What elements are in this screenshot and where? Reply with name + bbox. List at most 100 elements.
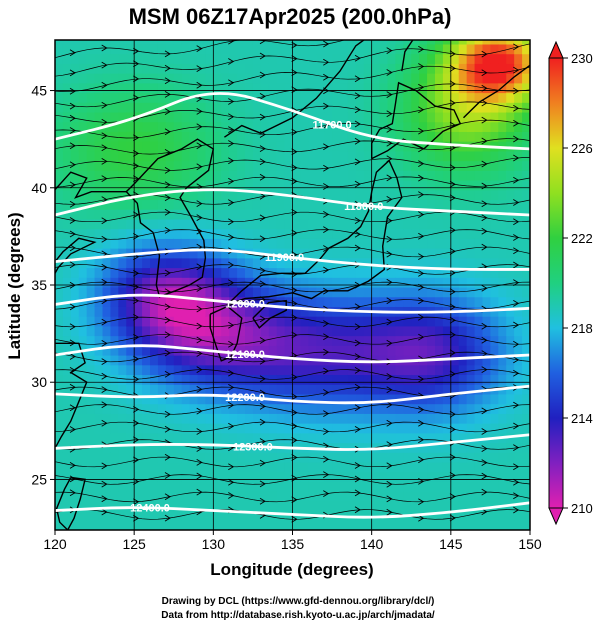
field-cell: [126, 432, 135, 444]
field-cell: [514, 40, 523, 45]
wind-arrow: [513, 506, 520, 514]
field-cell: [419, 296, 428, 307]
wind-arrow: [354, 137, 361, 145]
field-cell: [142, 296, 151, 307]
field-cell: [118, 141, 127, 152]
field-cell: [173, 384, 183, 395]
field-cell: [371, 296, 381, 307]
field-cell: [62, 316, 72, 327]
field-cell: [506, 267, 515, 278]
field-cell: [355, 413, 365, 424]
field-cell: [324, 40, 333, 45]
wind-arrow: [196, 200, 203, 207]
field-cell: [450, 111, 460, 123]
field-cell: [363, 73, 373, 84]
field-cell: [308, 43, 317, 55]
field-cell: [284, 374, 294, 385]
field-cell: [237, 248, 246, 259]
field-cell: [435, 170, 444, 181]
field-cell: [205, 180, 214, 191]
wind-arrow: [196, 459, 203, 466]
field-cell: [126, 316, 135, 327]
field-cell: [165, 384, 175, 395]
field-cell: [506, 510, 515, 521]
field-cell: [403, 238, 412, 249]
field-cell: [482, 491, 492, 502]
wind-arrow: [323, 455, 330, 463]
field-cell: [316, 286, 325, 298]
field-cell: [173, 267, 183, 278]
field-cell: [94, 393, 104, 405]
field-cell: [173, 228, 183, 239]
field-cell: [506, 393, 515, 405]
field-cell: [173, 500, 183, 512]
wind-arrow: [323, 73, 330, 81]
field-cell: [134, 257, 143, 269]
field-cell: [482, 325, 492, 337]
field-cell: [466, 131, 476, 142]
field-cell: [221, 189, 230, 201]
field-cell: [134, 471, 143, 482]
field-cell: [474, 461, 484, 473]
field-cell: [332, 82, 341, 94]
field-cell: [371, 286, 381, 298]
field-cell: [181, 286, 191, 298]
field-cell: [347, 73, 357, 84]
field-cell: [419, 102, 428, 113]
field-cell: [522, 355, 530, 366]
field-cell: [300, 170, 309, 181]
field-cell: [157, 345, 167, 356]
field-cell: [102, 316, 112, 327]
contour-label: 12400.0: [130, 502, 170, 514]
field-cell: [165, 471, 175, 482]
wind-arrow: [354, 230, 361, 238]
field-cell: [490, 63, 499, 74]
field-cell: [474, 481, 484, 492]
wind-arrow: [323, 58, 330, 66]
field-cell: [110, 189, 119, 201]
field-cell: [355, 121, 365, 132]
field-cell: [419, 141, 428, 152]
field-cell: [229, 199, 238, 210]
wind-arrow: [418, 436, 425, 444]
field-cell: [55, 170, 64, 181]
field-cell: [189, 393, 199, 405]
field-cell: [514, 500, 523, 512]
field-cell: [229, 423, 238, 434]
field-cell: [316, 228, 325, 239]
field-cell: [403, 296, 412, 307]
field-cell: [371, 238, 381, 249]
field-cell: [62, 452, 72, 463]
field-cell: [134, 150, 143, 162]
field-cell: [157, 189, 167, 201]
field-cell: [157, 442, 167, 453]
field-cell: [252, 481, 262, 492]
field-cell: [355, 141, 365, 152]
field-cell: [252, 111, 262, 123]
wind-arrow: [196, 142, 203, 150]
field-cell: [102, 355, 112, 366]
field-cell: [110, 238, 119, 249]
field-cell: [173, 471, 183, 482]
x-axis-label: Longitude (degrees): [210, 560, 373, 579]
field-cell: [86, 325, 96, 337]
field-cell: [150, 160, 159, 171]
field-cell: [165, 218, 175, 230]
field-cell: [110, 442, 119, 453]
field-cell: [260, 461, 270, 473]
field-cell: [70, 452, 80, 463]
field-cell: [324, 82, 333, 94]
field-cell: [363, 277, 373, 288]
field-cell: [514, 63, 523, 74]
wind-arrow: [354, 75, 361, 83]
field-cell: [514, 452, 523, 463]
field-cell: [134, 316, 143, 327]
wind-arrow: [69, 323, 76, 331]
field-cell: [419, 481, 428, 492]
field-cell: [213, 111, 222, 123]
field-cell: [371, 325, 381, 337]
field-cell: [181, 199, 191, 210]
field-cell: [490, 43, 499, 55]
wind-arrow: [418, 32, 423, 38]
field-cell: [118, 316, 127, 327]
